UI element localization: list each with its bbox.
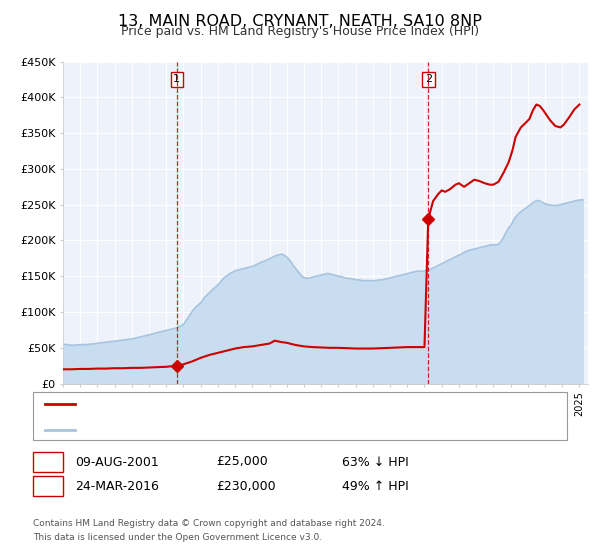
Text: 1: 1 [173,74,180,85]
Text: 2: 2 [425,74,432,85]
Text: HPI: Average price, detached house, Neath Port Talbot: HPI: Average price, detached house, Neat… [81,425,383,435]
Text: 13, MAIN ROAD, CRYNANT, NEATH, SA10 8NP: 13, MAIN ROAD, CRYNANT, NEATH, SA10 8NP [118,14,482,29]
Text: 09-AUG-2001: 09-AUG-2001 [75,455,159,469]
Text: Price paid vs. HM Land Registry's House Price Index (HPI): Price paid vs. HM Land Registry's House … [121,25,479,38]
Text: Contains HM Land Registry data © Crown copyright and database right 2024.: Contains HM Land Registry data © Crown c… [33,519,385,528]
Text: 24-MAR-2016: 24-MAR-2016 [75,479,159,493]
Text: This data is licensed under the Open Government Licence v3.0.: This data is licensed under the Open Gov… [33,533,322,542]
Text: 2: 2 [44,479,52,493]
Text: 63% ↓ HPI: 63% ↓ HPI [342,455,409,469]
Text: 13, MAIN ROAD, CRYNANT, NEATH, SA10 8NP (detached house): 13, MAIN ROAD, CRYNANT, NEATH, SA10 8NP … [81,399,434,409]
Text: 1: 1 [44,455,52,469]
Text: 49% ↑ HPI: 49% ↑ HPI [342,479,409,493]
Text: £25,000: £25,000 [216,455,268,469]
Text: £230,000: £230,000 [216,479,275,493]
